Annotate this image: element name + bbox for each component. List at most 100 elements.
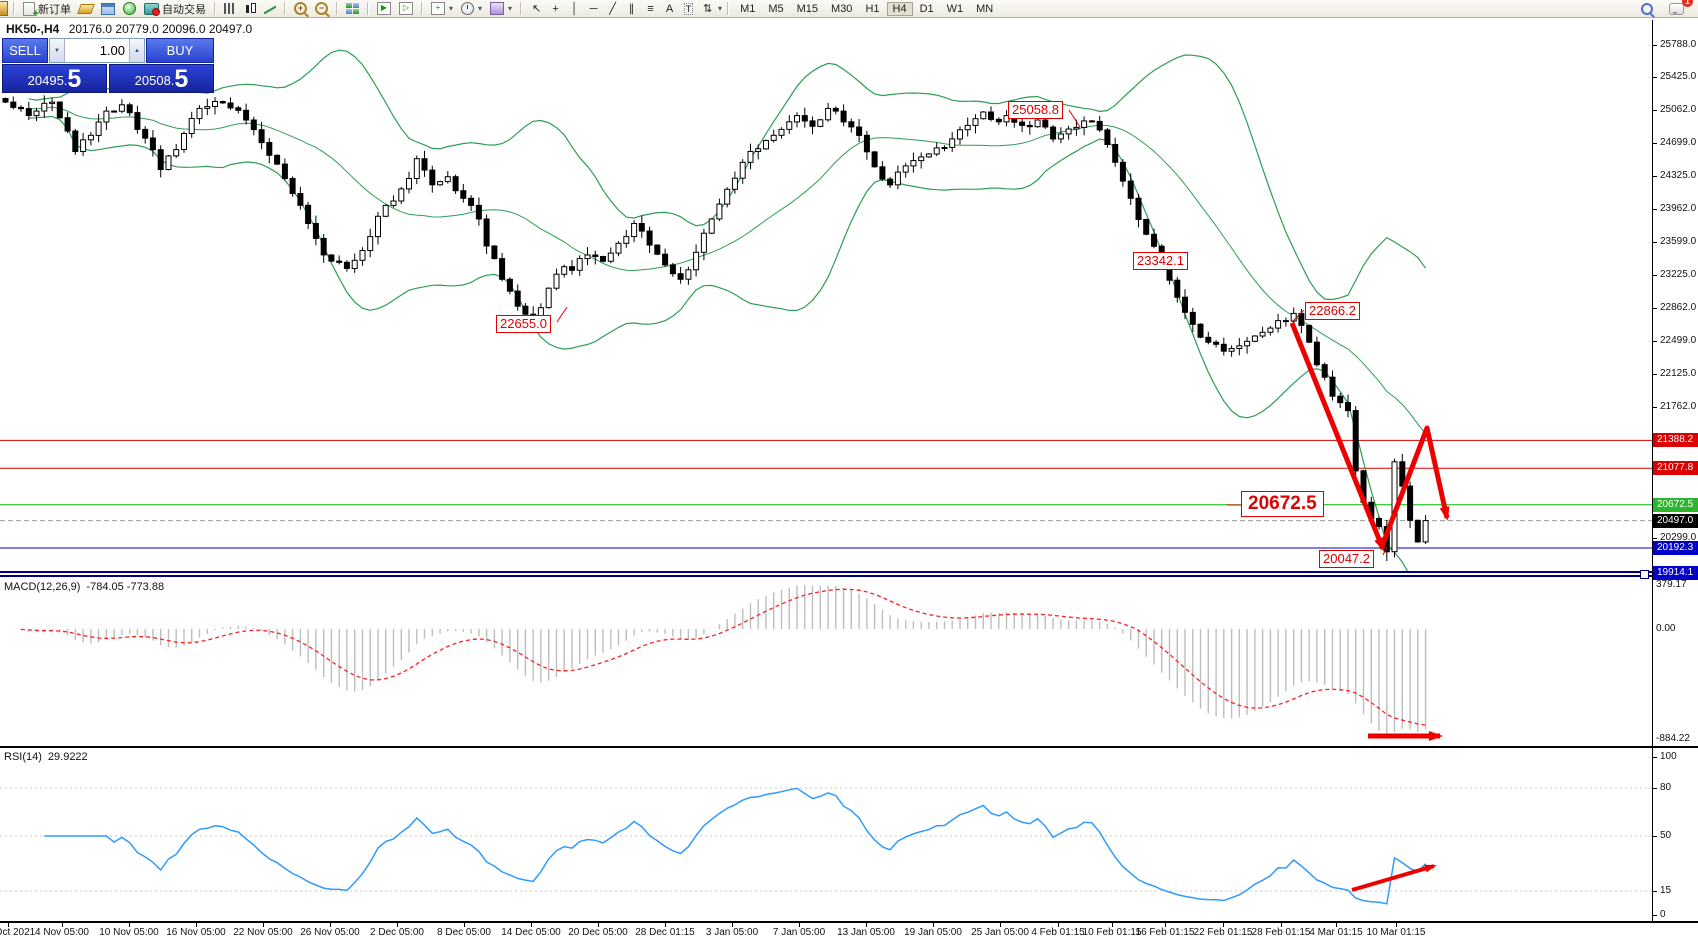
timeframe-tab-M5[interactable]: M5: [768, 2, 784, 15]
chat-button[interactable]: 1: [1666, 0, 1693, 17]
line-chart-button[interactable]: [261, 1, 279, 17]
price-tick-label: 23225.0: [1660, 269, 1697, 280]
time-tick: [1396, 923, 1397, 927]
toolbar: 新订单 自动交易 + − ▶ ▷ +▾ ▾ ▾ ↖+│─╱∥≡AT⇅▾ M1M5…: [0, 0, 1698, 20]
rsi-axis-tick: [1653, 915, 1657, 916]
zoom-in-icon: +: [294, 2, 307, 15]
macd-pane[interactable]: [0, 578, 1652, 746]
timeframe-tab-M15[interactable]: M15: [796, 2, 819, 15]
timeframe-tab-H4[interactable]: H4: [886, 1, 913, 16]
price-tick: [1653, 45, 1657, 46]
signals-button[interactable]: [120, 1, 139, 17]
search-button[interactable]: [1638, 1, 1656, 17]
candlestick-layer: [2, 95, 1429, 561]
pane-separator[interactable]: [0, 746, 1698, 748]
timeframe-tab-M1[interactable]: M1: [740, 2, 756, 15]
auto-scroll-button[interactable]: ▶: [374, 1, 394, 17]
tool-fibonacci[interactable]: ≡: [647, 2, 654, 15]
zoom-in-button[interactable]: +: [291, 1, 310, 17]
toolbar-separator: [367, 2, 369, 15]
price-tick-label: 22125.0: [1660, 368, 1697, 379]
zoom-out-button[interactable]: −: [312, 1, 331, 17]
level-line-19914-double[interactable]: [0, 571, 1698, 577]
rsi-arrow[interactable]: [1351, 864, 1437, 892]
timeframe-tab-M30[interactable]: M30: [831, 2, 853, 15]
sell-button[interactable]: SELL: [2, 38, 48, 63]
tool-text[interactable]: A: [665, 2, 674, 15]
notification-badge: 1: [1682, 0, 1693, 7]
main-chart-pane[interactable]: [0, 20, 1652, 571]
price-tick: [1653, 143, 1657, 144]
new-order-icon: [23, 1, 39, 20]
new-order-button[interactable]: 新订单: [20, 1, 74, 20]
buy-button[interactable]: BUY: [146, 38, 214, 63]
price-axis[interactable]: 25788.0 25425.0 25062.0 24699.0 24325.0 23962…: [1652, 20, 1698, 922]
macd-values: -784.05 -773.88: [86, 581, 165, 593]
timeframe-tab-MN[interactable]: MN: [976, 2, 994, 15]
time-tick: [1336, 923, 1337, 927]
timeframe-tab-H1[interactable]: H1: [865, 2, 880, 15]
bar-chart-button[interactable]: [221, 1, 239, 17]
time-tick: [933, 923, 934, 927]
callout-connector: [1382, 546, 1388, 556]
chart-shift-button[interactable]: ▷: [396, 1, 416, 17]
buy-price[interactable]: 20508. 5: [109, 64, 214, 93]
callout-connector: [1291, 309, 1305, 323]
sell-price-main: 20495.: [27, 73, 68, 88]
callout-22866.2[interactable]: 22866.2: [1305, 302, 1360, 320]
sell-price[interactable]: 20495. 5: [2, 64, 107, 93]
volume-input[interactable]: 1.00: [99, 43, 125, 58]
autotrading-button[interactable]: 自动交易: [141, 1, 209, 17]
callout-connector: [1068, 109, 1081, 128]
callout-22655.0[interactable]: 22655.0: [496, 315, 551, 333]
tool-vertical-line[interactable]: │: [571, 2, 578, 15]
periods-button[interactable]: ▾: [458, 1, 485, 17]
rsi-pane[interactable]: [0, 748, 1652, 921]
buy-price-big-digit: 5: [174, 65, 189, 93]
tool-trendline[interactable]: ╱: [609, 3, 616, 15]
timeframe-tab-D1[interactable]: D1: [919, 2, 934, 15]
price-badge-20192.3: 20192.3: [1653, 541, 1698, 555]
clock-icon: [461, 2, 475, 15]
toolbar-separator: [520, 2, 523, 15]
time-tick: [866, 923, 867, 927]
templates-button[interactable]: ▾: [487, 1, 515, 17]
rsi-name: RSI(14): [4, 751, 42, 763]
callout-20672.5[interactable]: 20672.5: [1241, 491, 1324, 517]
buy-price-main: 20508.: [134, 73, 175, 88]
trend-arrow[interactable]: [1378, 425, 1450, 550]
tool-horizontal-line[interactable]: ─: [589, 2, 598, 15]
tool-crosshair[interactable]: +: [552, 2, 559, 15]
symbol-period: HK50-,H4: [6, 22, 60, 36]
tile-windows-button[interactable]: [343, 1, 362, 17]
macd-axis-label: 0.00: [1656, 623, 1676, 634]
callout-20047.2[interactable]: 20047.2: [1319, 550, 1374, 568]
candlestick-chart-icon: [244, 3, 256, 14]
tool-equidistant-channel[interactable]: ∥: [628, 3, 635, 15]
callout-23342.1[interactable]: 23342.1: [1133, 252, 1188, 270]
timeframe-tab-W1[interactable]: W1: [946, 2, 964, 15]
trend-arrow[interactable]: [1289, 322, 1386, 552]
toolbar-right-group: 1: [1638, 0, 1695, 17]
line-drag-handle[interactable]: [1640, 570, 1649, 579]
volume-increase-button[interactable]: ▲: [129, 39, 144, 62]
tool-arrows[interactable]: ⇅: [702, 3, 713, 15]
volume-decrease-button[interactable]: ▼: [50, 39, 65, 62]
time-label: 7 Jan 05:00: [772, 927, 826, 938]
callout-25058.8[interactable]: 25058.8: [1008, 101, 1063, 119]
indicators-button[interactable]: + ▾: [428, 1, 456, 17]
time-tick: [732, 923, 733, 927]
eraser-button[interactable]: [76, 1, 96, 17]
price-tick-label: 22862.0: [1660, 302, 1697, 313]
time-tick: [1165, 923, 1166, 927]
profile-button[interactable]: [98, 1, 118, 17]
tile-windows-icon: [346, 3, 359, 14]
time-label: 10 Mar 01:15: [1366, 927, 1426, 938]
price-tick-label: 25788.0: [1660, 39, 1697, 50]
tool-text-label[interactable]: T: [683, 2, 694, 15]
candlestick-chart-button[interactable]: [241, 1, 259, 17]
tool-cursor[interactable]: ↖: [531, 3, 542, 15]
time-tick: [1281, 923, 1282, 927]
chart-title: HK50-,H4 20176.0 20779.0 20096.0 20497.0: [6, 22, 252, 36]
